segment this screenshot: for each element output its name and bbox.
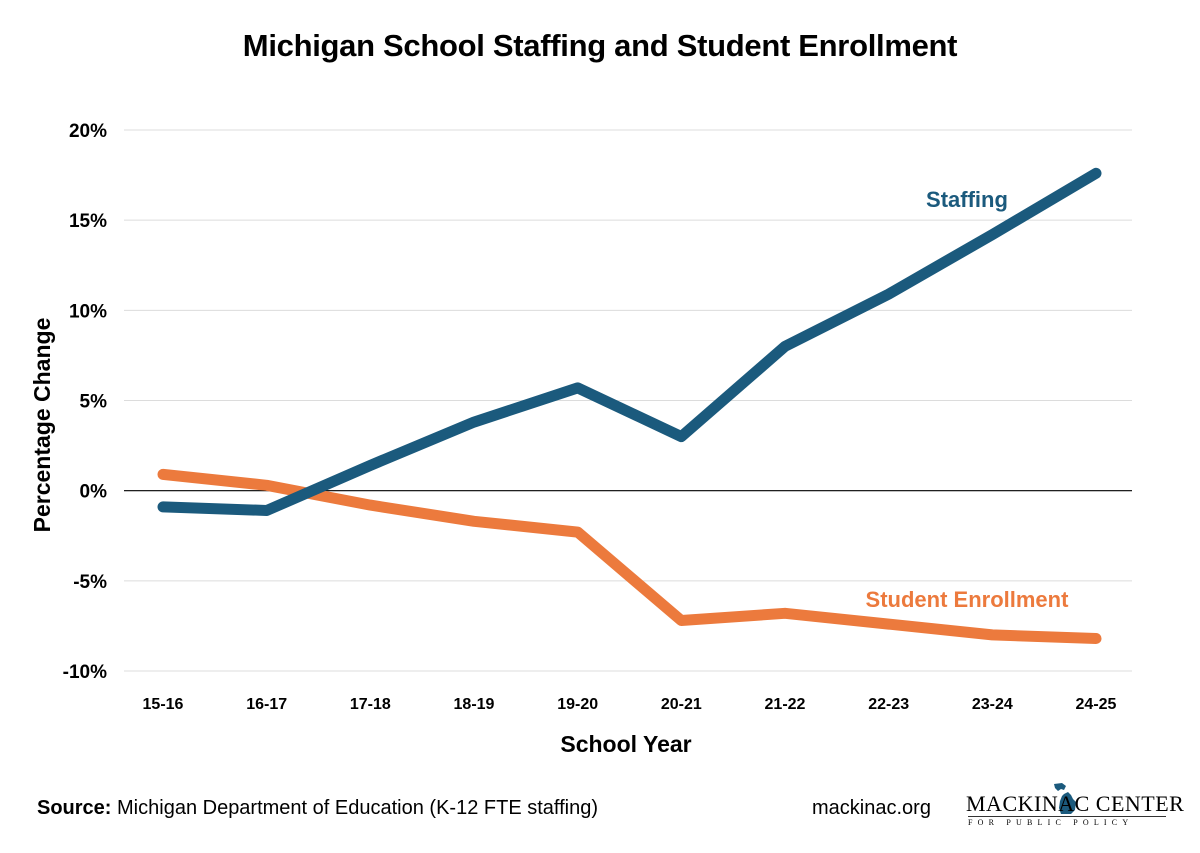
x-tick-label: 18-19: [454, 696, 495, 713]
y-tick-label: 5%: [80, 392, 108, 413]
logo-wordmark: MACKINAC CENTER: [966, 791, 1185, 816]
y-axis-ticks: 20% 15% 10% 5% 0% -5% -10%: [63, 121, 107, 683]
grid-lines: [124, 129, 1132, 672]
series-labels: Staffing Student Enrollment: [866, 187, 1070, 612]
x-tick-label: 17-18: [350, 696, 391, 713]
series-line-student-enrollment: [157, 468, 1102, 644]
x-axis-ticks: 15-16 16-17 17-18 18-19 19-20 20-21 21-22 22-23…: [143, 696, 1117, 713]
michigan-mitten-icon: [1054, 783, 1076, 814]
series-label-staffing: Staffing: [926, 187, 1008, 212]
series-lines: [157, 167, 1102, 644]
x-tick-label: 16-17: [246, 696, 287, 713]
mackinac-center-logo: MACKINAC CENTER FOR PUBLIC POLICY: [966, 782, 1185, 830]
source-label: Source:: [37, 797, 112, 819]
y-tick-label: 15%: [69, 211, 107, 232]
y-tick-label: 0%: [80, 482, 108, 503]
source-note: Source: Michigan Department of Education…: [37, 797, 598, 820]
x-tick-label: 23-24: [972, 696, 1013, 713]
series-label-student-enrollment: Student Enrollment: [866, 587, 1070, 612]
line-chart: 20% 15% 10% 5% 0% -5% -10% 15-16 16-17 17-18 18-1…: [29, 121, 1132, 757]
y-tick-label: 20%: [69, 121, 107, 142]
y-tick-label: -5%: [73, 572, 107, 593]
x-axis-label: School Year: [560, 731, 691, 757]
x-tick-label: 20-21: [661, 696, 702, 713]
x-tick-label: 19-20: [557, 696, 598, 713]
source-text: Michigan Department of Education (K-12 F…: [111, 797, 598, 819]
website-link[interactable]: mackinac.org: [812, 797, 931, 819]
y-tick-label: -10%: [63, 662, 107, 683]
y-axis-label: Percentage Change: [29, 318, 55, 533]
x-tick-label: 21-22: [765, 696, 806, 713]
x-tick-label: 22-23: [868, 696, 909, 713]
x-tick-label: 15-16: [143, 696, 184, 713]
chart-title: Michigan School Staffing and Student Enr…: [242, 28, 958, 63]
logo-tagline: FOR PUBLIC POLICY: [968, 816, 1166, 827]
series-line-staffing: [157, 167, 1102, 516]
y-tick-label: 10%: [69, 301, 107, 322]
x-tick-label: 24-25: [1076, 696, 1117, 713]
